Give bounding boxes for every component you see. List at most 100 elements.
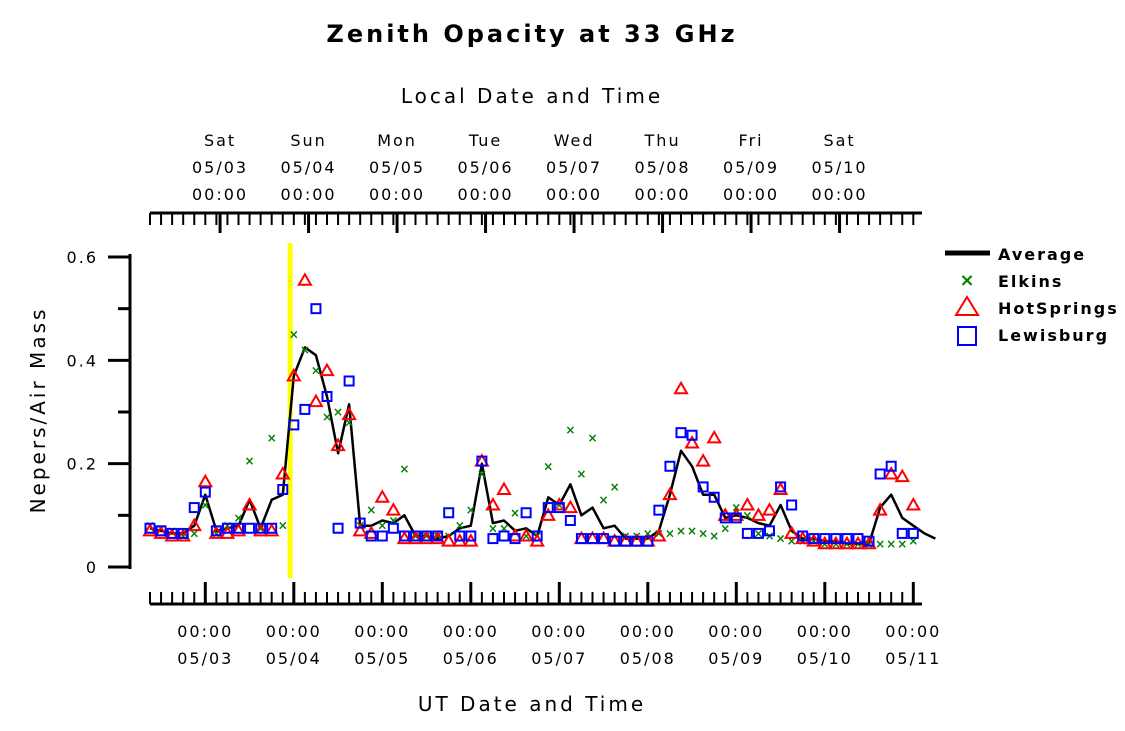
top-tick-day: Wed	[554, 131, 595, 150]
bottom-tick-time: 00:00	[708, 622, 764, 641]
bottom-tick-time: 00:00	[177, 622, 233, 641]
lewisburg-point	[332, 522, 344, 534]
top-tick-date: 05/06	[458, 158, 514, 177]
elkins-point: ×	[576, 467, 586, 481]
elkins-point: ×	[322, 410, 332, 424]
lewisburg-point	[244, 522, 256, 534]
top-axis-label: Local Date and Time	[401, 84, 663, 108]
lewisburg-point	[575, 533, 587, 545]
hotsprings-point	[385, 502, 402, 516]
lewisburg-point	[775, 481, 787, 493]
elkins-point: ×	[875, 537, 885, 551]
chart-title: Zenith Opacity at 33 GHz	[326, 20, 737, 48]
hotsprings-point	[153, 525, 169, 539]
lewisburg-point	[210, 525, 222, 537]
legend-label-lewisburg: Lewisburg	[998, 326, 1109, 345]
top-tick-date: 05/04	[281, 158, 337, 177]
top-tick-day: Sat	[823, 131, 855, 150]
lewisburg-point	[730, 512, 742, 524]
elkins-point: ×	[687, 524, 697, 538]
lewisburg-point	[354, 517, 366, 529]
top-tick-date: 05/10	[812, 158, 868, 177]
lewisburg-point	[310, 303, 322, 315]
lewisburg-point	[177, 527, 189, 539]
elkins-point: ×	[333, 405, 343, 419]
bottom-tick-time: 00:00	[620, 622, 676, 641]
bottom-tick-time: 00:00	[354, 622, 410, 641]
hotsprings-point	[286, 367, 302, 382]
y-tick-label: 0.2	[67, 455, 98, 474]
hotsprings-point	[341, 406, 357, 421]
elkins-point: ×	[488, 521, 498, 535]
bottom-tick-date: 05/10	[797, 649, 853, 668]
hotsprings-point	[728, 507, 745, 521]
hotsprings-point	[651, 527, 667, 542]
hotsprings-point	[363, 525, 379, 539]
hotsprings-point	[518, 527, 534, 542]
bottom-tick-time: 00:00	[531, 622, 587, 641]
hotsprings-point	[894, 468, 910, 483]
lewisburg-point	[233, 522, 244, 534]
lewisburg-point	[365, 530, 377, 542]
bottom-tick-date: 05/09	[708, 649, 764, 668]
top-tick-date: 05/03	[192, 158, 248, 177]
bottom-tick-time: 00:00	[266, 622, 322, 641]
lewisburg-point	[531, 530, 543, 542]
y-axis-label: Nepers/Air Mass	[26, 307, 50, 514]
lewisburg-point	[465, 530, 477, 542]
legend-lewisburg-swatch	[957, 326, 977, 346]
lewisburg-point	[288, 419, 300, 431]
elkins-point: ×	[521, 529, 531, 543]
elkins-point: ×	[897, 537, 907, 551]
elkins-point: ×	[178, 529, 188, 543]
hotsprings-point	[772, 481, 789, 495]
series-lewisburg	[144, 303, 919, 547]
top-tick-day: Sun	[290, 131, 326, 150]
elkins-point: ×	[776, 532, 786, 546]
lewisburg-point	[553, 502, 565, 514]
hotsprings-point	[562, 499, 579, 514]
bottom-tick-date: 05/08	[620, 649, 676, 668]
elkins-point: ×	[610, 480, 620, 494]
elkins-point: ×	[543, 459, 553, 473]
hotsprings-point	[396, 530, 413, 545]
bottom-tick-time: 00:00	[443, 622, 499, 641]
hotsprings-point	[540, 507, 556, 521]
top-tick-date: 05/09	[723, 158, 779, 177]
elkins-point: ×	[399, 462, 409, 476]
elkins-point: ×	[676, 524, 686, 538]
lewisburg-point	[741, 527, 753, 539]
lewisburg-point	[509, 533, 521, 545]
top-tick-day: Thu	[644, 131, 681, 150]
elkins-point: ×	[698, 526, 708, 540]
hotsprings-point	[208, 525, 225, 539]
elkins-point: ×	[455, 519, 465, 533]
elkins-point: ×	[433, 529, 443, 543]
lewisburg-point	[664, 460, 676, 472]
elkins-point: ×	[864, 537, 874, 551]
lewisburg-point	[498, 530, 510, 542]
hotsprings-point	[241, 496, 258, 511]
lewisburg-point	[277, 484, 289, 495]
top-tick-time: 00:00	[281, 185, 337, 204]
lewisburg-point	[487, 533, 499, 545]
lewisburg-point	[874, 468, 886, 480]
lewisburg-point	[166, 527, 178, 539]
lewisburg-point	[598, 533, 610, 545]
lewisburg-point	[609, 535, 621, 547]
top-tick-date: 05/05	[369, 158, 425, 177]
elkins-point: ×	[599, 493, 609, 507]
lewisburg-point	[697, 481, 709, 493]
hotsprings-point	[330, 437, 346, 452]
lewisburg-point	[221, 522, 233, 534]
lewisburg-point	[896, 527, 908, 539]
bottom-tick-time: 00:00	[797, 622, 853, 641]
hotsprings-point	[186, 517, 202, 532]
top-tick-day: Mon	[377, 131, 417, 150]
elkins-point: ×	[256, 521, 266, 535]
lewisburg-point	[885, 460, 897, 472]
elkins-point: ×	[377, 519, 387, 533]
elkins-point: ×	[908, 534, 918, 548]
lewisburg-point	[852, 533, 864, 545]
